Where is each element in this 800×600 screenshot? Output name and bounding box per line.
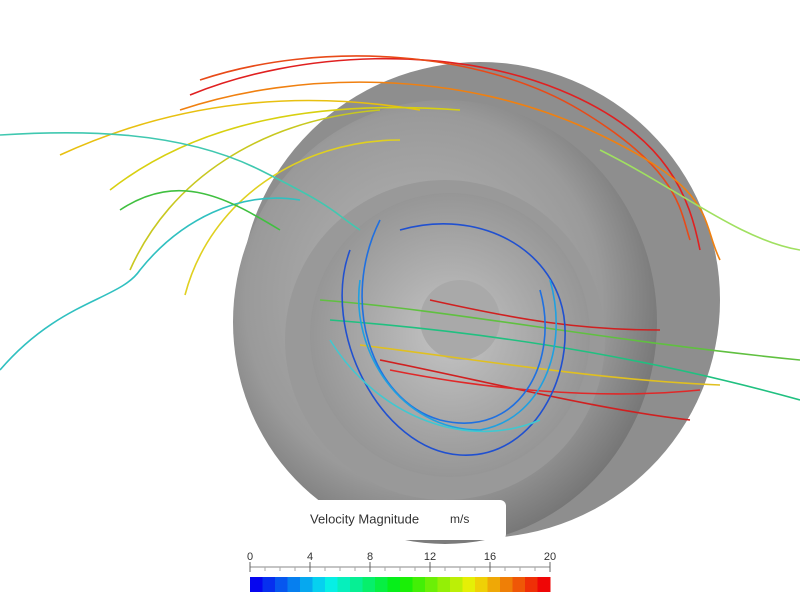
- colorbar-segment: [512, 577, 526, 592]
- legend-panel: [298, 500, 506, 540]
- tick-label: 4: [307, 551, 313, 563]
- colorbar-segment: [437, 577, 451, 592]
- wheel-model: [233, 62, 720, 544]
- colorbar-segment: [262, 577, 276, 592]
- colorbar-segment: [312, 577, 326, 592]
- legend-title: Velocity Magnitude: [310, 511, 419, 526]
- colorbar-segment: [375, 577, 388, 592]
- tick-label: 8: [367, 551, 373, 563]
- tick-label: 16: [484, 551, 496, 563]
- colorbar-segment: [537, 577, 551, 592]
- legend-unit: m/s: [450, 512, 469, 526]
- streamlines: [0, 55, 800, 456]
- colorbar-segment: [412, 577, 426, 592]
- colorbar-segment: [337, 577, 351, 592]
- colorbar-segment: [525, 577, 538, 592]
- colorbar-segment: [250, 577, 263, 592]
- colorbar-segment: [350, 577, 363, 592]
- colorbar-segment: [325, 577, 338, 592]
- colorbar-segment: [287, 577, 301, 592]
- colorbar-segment: [387, 577, 401, 592]
- colorbar-segment: [450, 577, 463, 592]
- tick-label: 12: [424, 551, 436, 563]
- tick-label: 20: [544, 551, 556, 563]
- tick-label: 0: [247, 551, 253, 563]
- colorbar-segment: [362, 577, 376, 592]
- colorbar-segment: [275, 577, 288, 592]
- colorbar-segment: [475, 577, 488, 592]
- colorbar-segment: [425, 577, 438, 592]
- colorbar-segment: [462, 577, 476, 592]
- colorbar-segment: [400, 577, 413, 592]
- colorbar-segment: [300, 577, 313, 592]
- legend: Velocity Magnitude m/s 0 4 8 12 16 20: [247, 500, 556, 592]
- colorbar-segment: [500, 577, 513, 592]
- colorbar-segment: [487, 577, 501, 592]
- colorbar: 0 4 8 12 16 20: [247, 551, 556, 592]
